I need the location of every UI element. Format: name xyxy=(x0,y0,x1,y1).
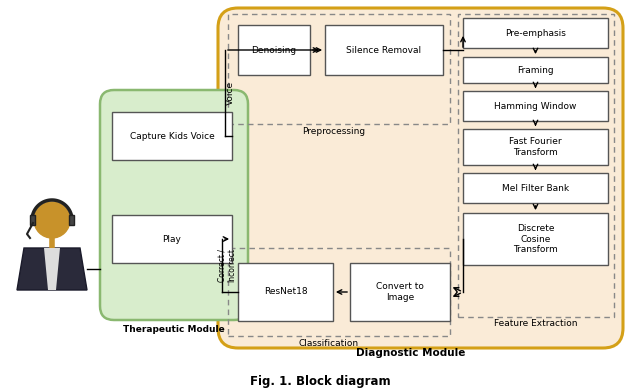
Text: Mel Filter Bank: Mel Filter Bank xyxy=(502,184,569,193)
Bar xyxy=(325,25,443,75)
Bar xyxy=(463,129,608,165)
Bar xyxy=(112,215,232,263)
Text: Discrete
Cosine
Transform: Discrete Cosine Transform xyxy=(513,224,558,254)
Text: Play: Play xyxy=(163,235,181,244)
Bar xyxy=(463,91,608,121)
Bar xyxy=(458,14,614,317)
Text: Preprocessing: Preprocessing xyxy=(303,126,365,135)
Text: Denoising: Denoising xyxy=(252,46,296,54)
Bar xyxy=(463,213,608,265)
Bar xyxy=(463,173,608,203)
Text: Feature Extraction: Feature Extraction xyxy=(494,319,578,328)
Bar xyxy=(238,25,310,75)
Bar xyxy=(228,248,450,336)
Bar xyxy=(463,18,608,48)
Polygon shape xyxy=(44,248,60,290)
Text: Fig. 1. Block diagram: Fig. 1. Block diagram xyxy=(250,375,390,389)
Bar xyxy=(112,112,232,160)
Text: Pre-emphasis: Pre-emphasis xyxy=(505,28,566,37)
Text: ResNet18: ResNet18 xyxy=(264,287,307,296)
Text: Capture Kids Voice: Capture Kids Voice xyxy=(130,131,214,140)
FancyBboxPatch shape xyxy=(218,8,623,348)
Text: Diagnostic Module: Diagnostic Module xyxy=(356,348,465,358)
FancyBboxPatch shape xyxy=(100,90,248,320)
Bar xyxy=(30,215,35,225)
Text: Convert to
Image: Convert to Image xyxy=(376,282,424,302)
Text: Hamming Window: Hamming Window xyxy=(494,102,577,110)
Text: Silence Removal: Silence Removal xyxy=(346,46,422,54)
Bar xyxy=(228,14,450,124)
Bar xyxy=(463,57,608,83)
Bar xyxy=(350,263,450,321)
Text: Voice: Voice xyxy=(225,81,234,105)
Circle shape xyxy=(34,202,70,238)
Text: Fast Fourier
Transform: Fast Fourier Transform xyxy=(509,137,562,157)
Text: Therapeutic Module: Therapeutic Module xyxy=(123,324,225,333)
Text: Framing: Framing xyxy=(517,65,554,75)
Text: Correct /
Incorrect: Correct / Incorrect xyxy=(218,249,237,282)
Bar xyxy=(238,263,333,321)
Polygon shape xyxy=(17,248,87,290)
Bar xyxy=(69,215,74,225)
Text: Classification: Classification xyxy=(299,338,359,347)
